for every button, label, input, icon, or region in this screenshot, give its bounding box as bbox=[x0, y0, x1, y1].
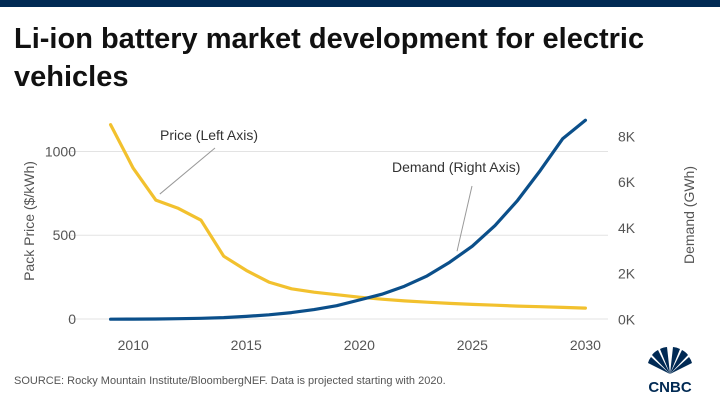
y-left-tick-label: 0 bbox=[68, 311, 76, 327]
y-left-tick-label: 500 bbox=[53, 227, 77, 243]
demand-series-line bbox=[109, 118, 587, 321]
top-banner-bar bbox=[0, 0, 720, 7]
cnbc-logo: CNBC bbox=[648, 347, 692, 396]
logo-wordmark: CNBC bbox=[648, 379, 691, 396]
y-right-tick-label: 4K bbox=[618, 220, 636, 236]
peacock-icon bbox=[648, 347, 692, 374]
price-series-line bbox=[109, 123, 587, 310]
y-left-tick-label: 1000 bbox=[45, 143, 76, 159]
y-right-tick-label: 2K bbox=[618, 266, 636, 282]
demand-annotation-label: Demand (Right Axis) bbox=[392, 159, 520, 175]
chart-title: Li-ion battery market development for el… bbox=[14, 23, 645, 93]
x-tick-label: 2025 bbox=[457, 337, 488, 353]
source-note: SOURCE: Rocky Mountain Institute/Bloombe… bbox=[14, 375, 446, 387]
y-right-tick-label: 6K bbox=[618, 174, 636, 190]
y-right-tick-label: 0K bbox=[618, 311, 636, 327]
demand-annotation-leader bbox=[456, 185, 473, 252]
x-tick-label: 2015 bbox=[231, 337, 262, 353]
y-right-tick-label: 8K bbox=[618, 128, 636, 144]
x-tick-label: 2020 bbox=[344, 337, 375, 353]
y-left-axis-title: Pack Price ($/kWh) bbox=[21, 161, 37, 281]
price-annotation-leader bbox=[159, 147, 216, 195]
y-right-axis-title: Demand (GWh) bbox=[681, 166, 697, 264]
price-annotation-label: Price (Left Axis) bbox=[160, 127, 258, 143]
x-tick-label: 2010 bbox=[118, 337, 149, 353]
x-tick-label: 2030 bbox=[570, 337, 601, 353]
